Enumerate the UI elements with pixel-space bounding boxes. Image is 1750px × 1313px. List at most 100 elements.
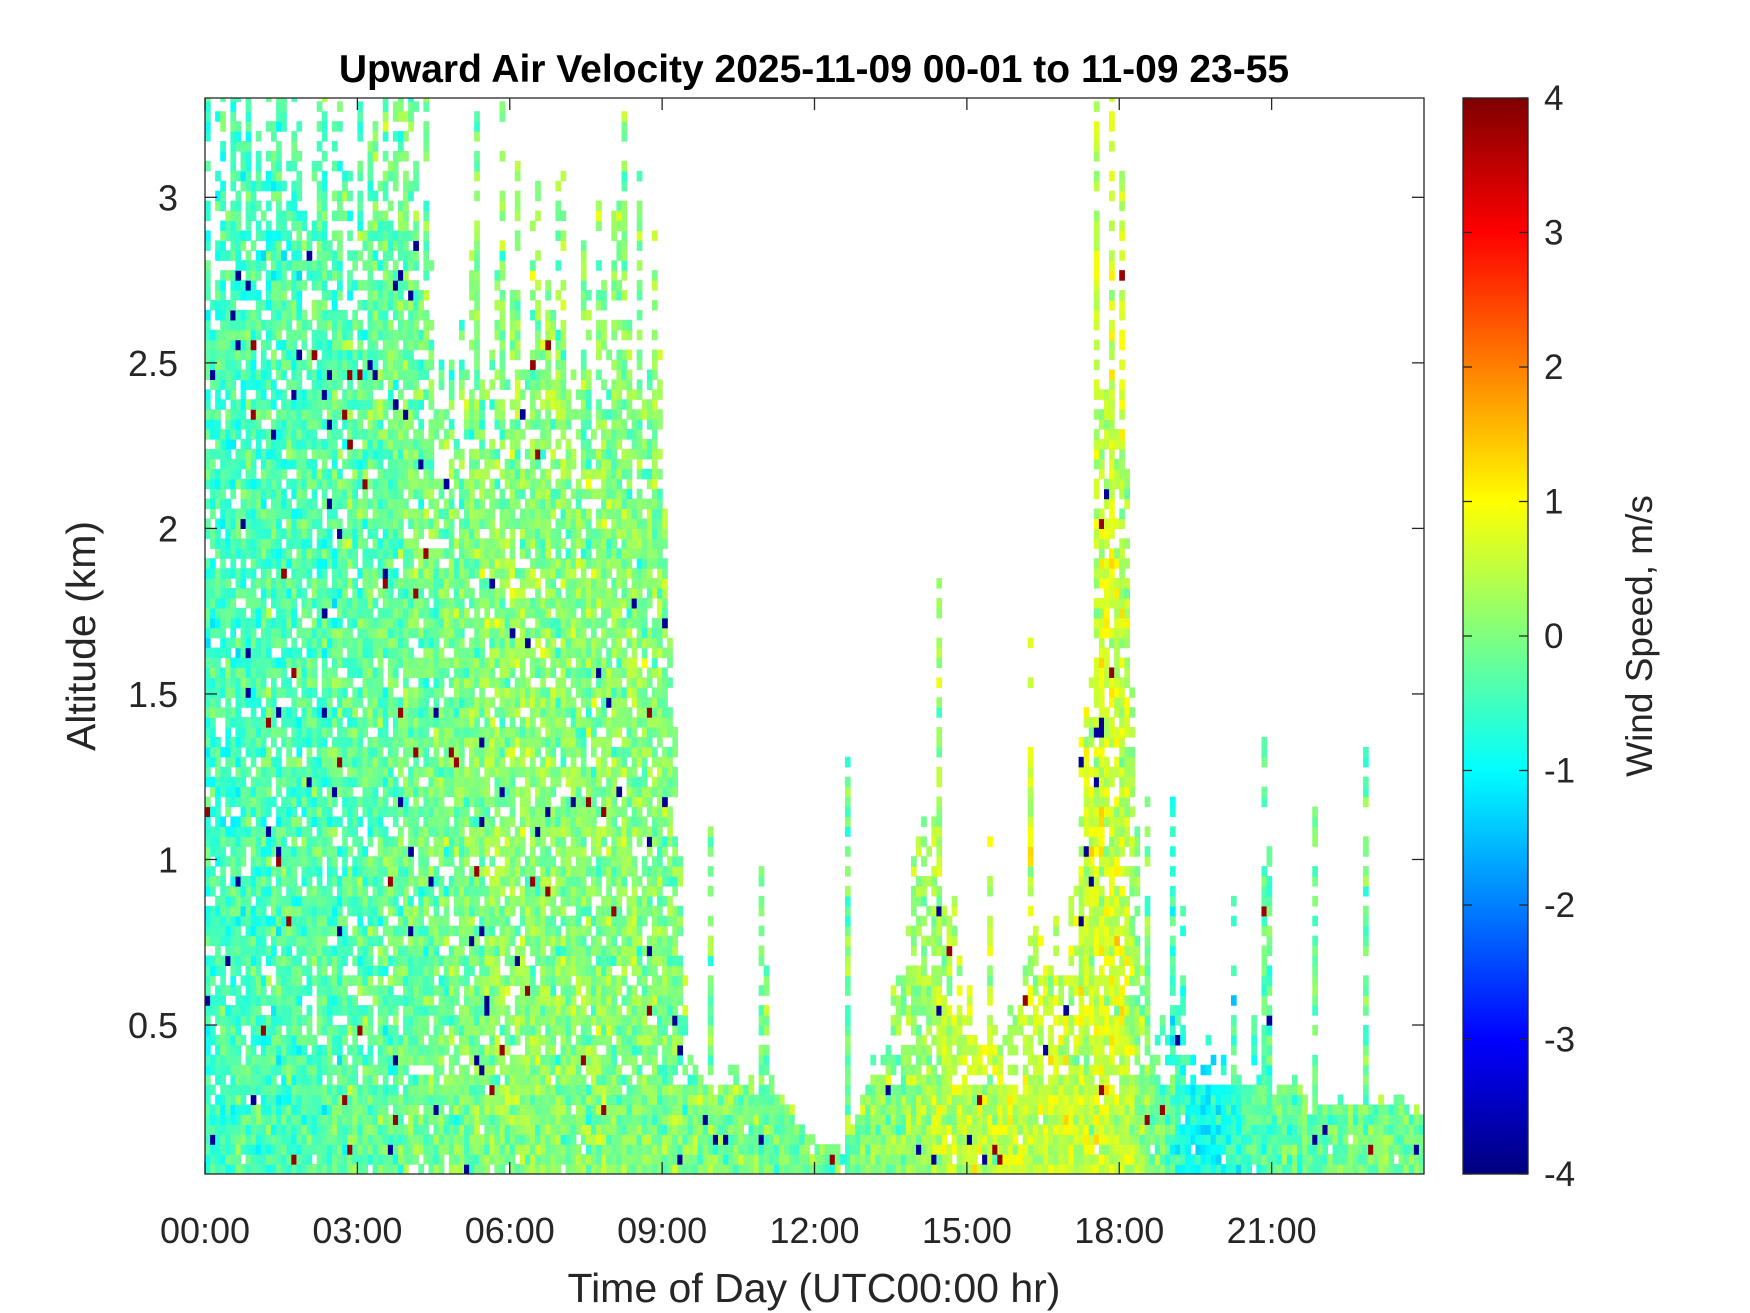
heatmap-cell — [377, 399, 384, 410]
heatmap-cell — [479, 1054, 485, 1066]
heatmap-cell — [342, 846, 348, 857]
heatmap-cell — [260, 498, 267, 510]
heatmap-cell — [443, 965, 450, 976]
heatmap-cell — [392, 508, 399, 520]
heatmap-cell — [499, 1064, 506, 1076]
heatmap-cell — [479, 1064, 485, 1076]
heatmap-cell — [321, 548, 328, 559]
heatmap-cell — [494, 1074, 501, 1086]
heatmap-cell — [347, 657, 353, 669]
heatmap-cell — [225, 985, 231, 996]
heatmap-cell — [418, 607, 425, 619]
heatmap-cell — [398, 240, 404, 251]
heatmap-cell — [408, 786, 414, 798]
heatmap-cell — [291, 578, 298, 589]
heatmap-cell — [260, 836, 267, 847]
heatmap-cell — [479, 647, 485, 659]
heatmap-cell — [311, 329, 318, 341]
heatmap-cell — [321, 379, 328, 390]
heatmap-cell — [326, 587, 333, 599]
heatmap-cell — [240, 518, 247, 529]
heatmap-cell — [260, 1144, 267, 1155]
heatmap-cell — [499, 250, 506, 261]
heatmap-cell — [220, 429, 226, 440]
heatmap-cell — [474, 468, 480, 480]
heatmap-cell — [337, 1154, 343, 1165]
heatmap-cell — [276, 985, 282, 996]
heatmap-cell — [260, 1134, 267, 1145]
heatmap-cell — [331, 250, 338, 261]
heatmap-cell — [438, 826, 445, 837]
heatmap-cell — [205, 1034, 211, 1046]
heatmap-cell — [321, 578, 328, 589]
heatmap-cell — [464, 856, 470, 867]
heatmap-cell — [210, 488, 216, 500]
heatmap-cell — [469, 399, 475, 410]
heatmap-cell — [494, 319, 501, 331]
heatmap-cell — [403, 1164, 409, 1174]
heatmap-cell — [387, 836, 394, 847]
heatmap-cell — [352, 1094, 358, 1106]
heatmap-cell — [499, 240, 506, 251]
heatmap-cell — [321, 180, 328, 192]
heatmap-cell — [504, 826, 511, 837]
heatmap-cell — [260, 846, 267, 857]
heatmap-cell — [392, 1025, 399, 1036]
heatmap-cell — [210, 568, 216, 579]
heatmap-cell — [215, 766, 221, 778]
heatmap-cell — [474, 290, 480, 301]
heatmap-cell — [357, 766, 364, 778]
heatmap-cell — [474, 826, 480, 837]
heatmap-cell — [210, 508, 216, 520]
heatmap-cell — [230, 299, 237, 311]
heatmap-cell — [398, 409, 404, 420]
heatmap-cell — [311, 508, 318, 520]
heatmap-cell — [347, 677, 353, 688]
heatmap-cell — [504, 975, 511, 986]
heatmap-cell — [291, 985, 298, 996]
heatmap-cell — [413, 826, 419, 837]
heatmap-cell — [352, 687, 358, 698]
heatmap-cell — [504, 945, 511, 957]
heatmap-cell — [245, 786, 252, 798]
heatmap-cell — [215, 468, 221, 480]
heatmap-cell — [479, 796, 485, 808]
heatmap-cell — [210, 647, 216, 659]
heatmap-cell — [255, 667, 262, 678]
heatmap-cell — [215, 309, 221, 321]
heatmap-cell — [316, 935, 323, 947]
heatmap-cell — [428, 1114, 435, 1125]
heatmap-cell — [230, 1034, 237, 1046]
heatmap-cell — [428, 1164, 435, 1174]
heatmap-cell — [464, 885, 470, 897]
heatmap-cell — [286, 756, 292, 768]
heatmap-cell — [433, 478, 440, 490]
heatmap-cell — [225, 1164, 231, 1174]
heatmap-cell — [347, 448, 353, 460]
heatmap-cell — [250, 935, 257, 947]
heatmap-cell — [316, 230, 323, 241]
heatmap-cell — [326, 399, 333, 410]
heatmap-cell — [240, 1104, 247, 1115]
heatmap-cell — [250, 866, 257, 877]
heatmap-cell — [210, 1054, 216, 1066]
heatmap-cell — [311, 478, 318, 490]
heatmap-cell — [276, 409, 282, 420]
heatmap-cell — [205, 1094, 211, 1106]
heatmap-cell — [499, 1164, 506, 1174]
heatmap-cell — [509, 667, 516, 678]
heatmap-cell — [337, 478, 343, 490]
heatmap-cell — [403, 558, 409, 569]
heatmap-cell — [240, 578, 247, 589]
heatmap-cell — [255, 697, 262, 708]
heatmap-cell — [276, 290, 282, 301]
heatmap-cell — [453, 945, 460, 957]
heatmap-cell — [215, 1044, 221, 1056]
heatmap-cell — [514, 1104, 521, 1115]
heatmap-cell — [438, 478, 445, 490]
heatmap-cell — [220, 925, 226, 937]
heatmap-cell — [321, 1094, 328, 1106]
heatmap-cell — [387, 290, 394, 301]
heatmap-cell — [377, 439, 384, 450]
heatmap-cell — [215, 597, 221, 609]
